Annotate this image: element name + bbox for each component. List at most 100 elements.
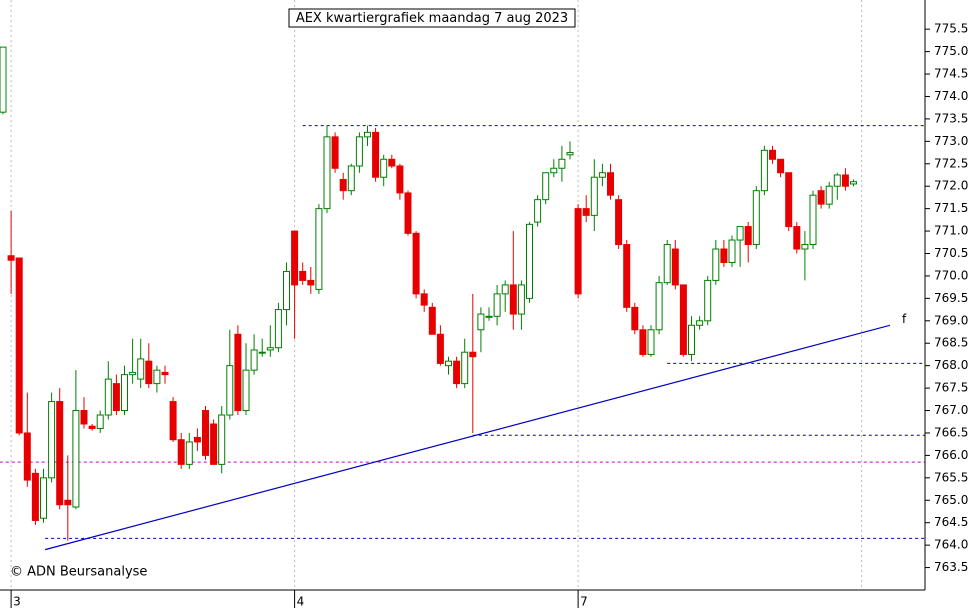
candle-body [161,371,169,376]
candle-body [137,358,145,380]
candle-body [412,232,420,295]
trendline [44,324,891,551]
candle-body [720,248,728,263]
candle-body [299,270,307,281]
candle-body [712,248,720,281]
candle-body [850,181,857,185]
candle-body [428,306,436,335]
candle-body [23,432,31,481]
candle-body [129,371,137,376]
candle-body [477,313,485,331]
candle-body [40,477,47,519]
candle-body [283,270,290,311]
candle-body [210,423,218,465]
candle-body [647,329,655,355]
candle-body [574,208,582,295]
candle-body [226,365,234,416]
candle-body [31,472,39,521]
copyright: © ADN Beursanalyse [10,565,147,580]
candle-body [380,158,388,178]
candle-body [404,192,412,234]
y-tick-label: 766.0 [934,448,968,462]
candle-body [639,329,647,355]
y-tick-label: 768.5 [934,336,968,350]
candle-body [364,131,371,138]
trendline-label: f [902,312,907,326]
y-tick-label: 770.5 [934,246,968,260]
candle-body [760,149,768,192]
candle-body [469,351,477,358]
y-tick-label: 771.0 [934,224,968,238]
y-tick-label: 772.5 [934,156,968,170]
y-tick-label: 775.5 [934,22,968,36]
y-tick-label: 774.5 [934,67,968,81]
candle-body [315,208,323,290]
candle-body [841,174,849,187]
candle-body [769,149,776,160]
y-tick-label: 771.5 [934,201,968,215]
candle-body [752,190,760,246]
candle-body [250,349,258,371]
candle-body [793,226,801,250]
candle-body [193,436,201,443]
candle-body [671,248,679,286]
candle-body [493,293,501,317]
candle-body [582,208,590,216]
candle-body [534,199,542,223]
candle-body [396,165,404,194]
candle-body [679,284,687,355]
candle-body [420,293,428,306]
candle-body [817,190,825,205]
x-tick-label: 3 [13,595,21,609]
candle-body [542,172,550,201]
x-tick-label: 7 [580,595,588,609]
candle-body [88,425,96,429]
candle-body [372,131,380,178]
candle-body [72,410,80,508]
candle-body [436,333,444,364]
candle-body [323,136,331,210]
candle-body [655,282,663,331]
candle-body [218,414,226,465]
candle-body [485,315,493,318]
y-tick-label: 769.5 [934,291,968,305]
candle-body [388,158,396,167]
candle-body [801,244,809,250]
title-box [288,8,576,28]
candle-body [777,158,785,174]
y-tick-label: 765.0 [934,493,968,507]
candle-body [169,401,177,441]
candle-body [833,174,841,187]
candle-body [809,194,817,246]
candle-body [355,136,363,167]
candle-body [121,374,128,412]
candle-body [558,158,566,169]
candle-body [153,369,161,385]
candle-body [607,172,614,196]
candle-body [696,320,704,326]
candle-body [112,383,120,412]
candle-body [445,360,452,367]
candle-body [744,226,752,246]
y-tick-label: 767.0 [934,403,968,417]
candle-body [331,136,339,169]
candle-body [242,369,250,412]
candle-body [15,257,23,434]
candle-body [56,401,64,506]
candle-body [266,347,274,351]
candle-body [825,185,833,205]
candle-body [234,333,242,412]
candle-body [185,441,193,465]
candle-body [291,230,299,286]
chart-title: AEX kwartiergrafiek maandag 7 aug 2023 [296,11,568,26]
candle-body [501,284,509,295]
y-tick-label: 774.0 [934,89,968,103]
candle-body [590,176,598,216]
candle-body [307,279,315,286]
y-tick-label: 764.5 [934,515,968,529]
plot [0,46,857,541]
y-tick-label: 763.5 [934,560,968,574]
candle-body [509,284,517,315]
